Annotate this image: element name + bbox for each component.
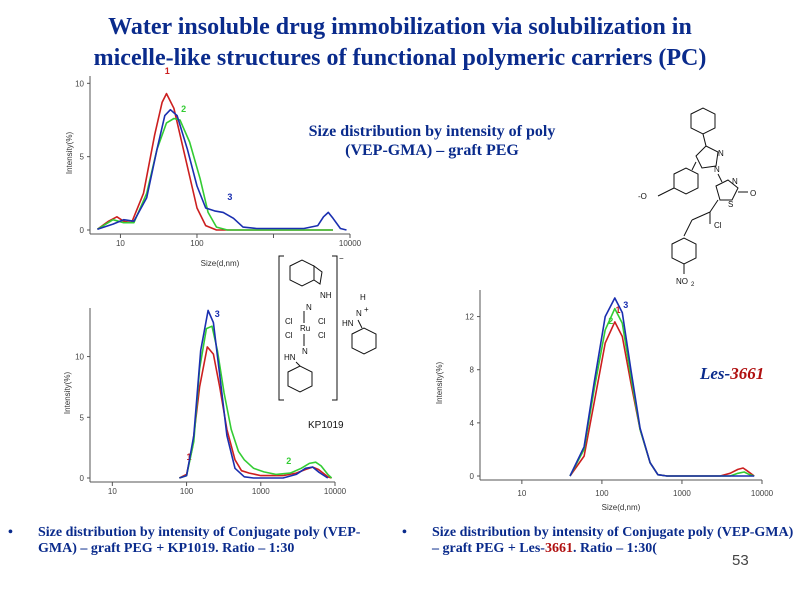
series-label-1: 1 bbox=[165, 66, 170, 76]
svg-text:−: − bbox=[339, 254, 344, 263]
bullet-right-text-post: . Ratio – 1:30( bbox=[572, 541, 657, 556]
slide-title: Water insoluble drug immobilization via … bbox=[0, 12, 800, 74]
top-caption-line2: (VEP-GMA) – graft PEG bbox=[345, 142, 519, 159]
svg-text:HN: HN bbox=[342, 319, 354, 328]
series-line-3 bbox=[179, 309, 329, 479]
x-tick-label: 10000 bbox=[751, 489, 774, 498]
bullet-right-text-num: 3661 bbox=[544, 541, 573, 556]
y-axis-title: Intensity(%) bbox=[65, 132, 74, 175]
svg-text:Ru: Ru bbox=[300, 324, 310, 333]
svg-text:O: O bbox=[750, 189, 756, 198]
series-line-1 bbox=[96, 92, 333, 231]
svg-text:Cl: Cl bbox=[318, 331, 326, 340]
page-number: 53 bbox=[732, 552, 749, 569]
top-caption-line1: Size distribution by intensity of poly bbox=[308, 123, 556, 140]
bullet-symbol: • bbox=[8, 525, 13, 540]
y-tick-label: 12 bbox=[465, 313, 474, 322]
kp1019-label: KP1019 bbox=[308, 420, 344, 431]
chart-size-distribution-kp1019: 0 5 10 10 100 1000 10000 Intensity(%) 1 2 3 bbox=[63, 308, 347, 496]
series-line-1 bbox=[569, 321, 755, 477]
les-label-number: 3661 bbox=[730, 364, 765, 383]
svg-text:Cl: Cl bbox=[714, 221, 722, 230]
series-label-2: 2 bbox=[286, 456, 291, 466]
top-chart-caption: Size distribution by intensity of poly (… bbox=[262, 122, 602, 160]
series-label-2: 2 bbox=[181, 104, 186, 114]
x-axis-title: Size(d,nm) bbox=[201, 259, 240, 268]
x-tick-label: 10 bbox=[116, 239, 125, 248]
svg-text:N: N bbox=[718, 149, 724, 158]
y-tick-label: 0 bbox=[470, 472, 475, 481]
x-tick-label: 10 bbox=[517, 489, 526, 498]
x-tick-label: 100 bbox=[180, 487, 194, 496]
kp1019-structure-image: − NH N Cl Cl Ru Cl Cl N HN H N + HN KP1019 bbox=[278, 254, 377, 431]
svg-text:Cl: Cl bbox=[285, 331, 293, 340]
svg-text:-O: -O bbox=[638, 192, 647, 201]
svg-text:N: N bbox=[714, 165, 720, 174]
bullet-left: • Size distribution by intensity of Conj… bbox=[8, 525, 368, 557]
series-line-3 bbox=[97, 108, 347, 231]
bullet-symbol: • bbox=[402, 525, 407, 540]
slide-title-line1: Water insoluble drug immobilization via … bbox=[108, 14, 692, 40]
x-tick-label: 100 bbox=[595, 489, 609, 498]
y-tick-label: 8 bbox=[470, 366, 475, 375]
svg-text:NO: NO bbox=[676, 277, 688, 286]
chart-size-distribution-les3661: 0 4 8 12 10 100 1000 10000 Intensity(%) Size(d,nm… bbox=[435, 290, 774, 512]
y-tick-label: 5 bbox=[80, 153, 85, 162]
series-line-2 bbox=[179, 325, 333, 479]
bullet-right-text-pre: Size distribution by intensity of Conjug… bbox=[432, 525, 794, 556]
slide-title-line2: micelle-like structures of functional po… bbox=[93, 45, 707, 71]
les-label-prefix: Les- bbox=[700, 364, 731, 383]
svg-text:2: 2 bbox=[691, 282, 695, 288]
x-tick-label: 1000 bbox=[673, 489, 691, 498]
svg-text:Cl: Cl bbox=[285, 317, 293, 326]
y-tick-label: 10 bbox=[75, 353, 84, 362]
series-label-3: 3 bbox=[227, 192, 232, 202]
svg-text:NH: NH bbox=[320, 291, 332, 300]
y-tick-label: 0 bbox=[80, 474, 85, 483]
series-line-3 bbox=[569, 297, 755, 477]
x-axis-title: Size(d,nm) bbox=[602, 503, 641, 512]
x-tick-label: 1000 bbox=[252, 487, 270, 496]
svg-text:Cl: Cl bbox=[318, 317, 326, 326]
bullet-left-text: Size distribution by intensity of Conjug… bbox=[38, 525, 361, 556]
svg-text:N: N bbox=[356, 309, 362, 318]
svg-text:+: + bbox=[364, 305, 369, 314]
x-tick-label: 10000 bbox=[324, 487, 347, 496]
svg-text:S: S bbox=[728, 200, 733, 209]
series-label-2: 2 bbox=[608, 316, 613, 326]
svg-text:H: H bbox=[360, 293, 366, 302]
series-line-2 bbox=[569, 307, 755, 477]
y-tick-label: 5 bbox=[80, 413, 85, 422]
x-tick-label: 10 bbox=[108, 487, 117, 496]
y-tick-label: 0 bbox=[80, 226, 85, 235]
y-tick-label: 10 bbox=[75, 79, 84, 88]
chart-size-distribution-peg: 0 5 10 10 100 10000 Intensity(%) Size(d,nm) 1 2 3 bbox=[65, 66, 362, 268]
svg-text:HN: HN bbox=[284, 353, 296, 362]
svg-text:N: N bbox=[302, 347, 308, 356]
x-tick-label: 100 bbox=[190, 239, 204, 248]
les3661-structure-image: N N -O N S O Cl NO 2 bbox=[638, 107, 756, 288]
series-label-3: 3 bbox=[623, 300, 628, 310]
y-tick-label: 4 bbox=[470, 419, 475, 428]
y-axis-title: Intensity(%) bbox=[63, 372, 72, 415]
series-label-1: 1 bbox=[187, 452, 192, 462]
series-label-3: 3 bbox=[215, 309, 220, 319]
svg-text:N: N bbox=[732, 177, 738, 186]
series-line-2 bbox=[96, 117, 333, 231]
les3661-label: Les-3661 bbox=[700, 364, 764, 384]
y-axis-title: Intensity(%) bbox=[435, 362, 444, 405]
series-label-1: 1 bbox=[616, 305, 621, 315]
bullet-right: • Size distribution by intensity of Conj… bbox=[402, 525, 794, 557]
x-tick-label: 10000 bbox=[339, 239, 362, 248]
svg-text:N: N bbox=[306, 303, 312, 312]
